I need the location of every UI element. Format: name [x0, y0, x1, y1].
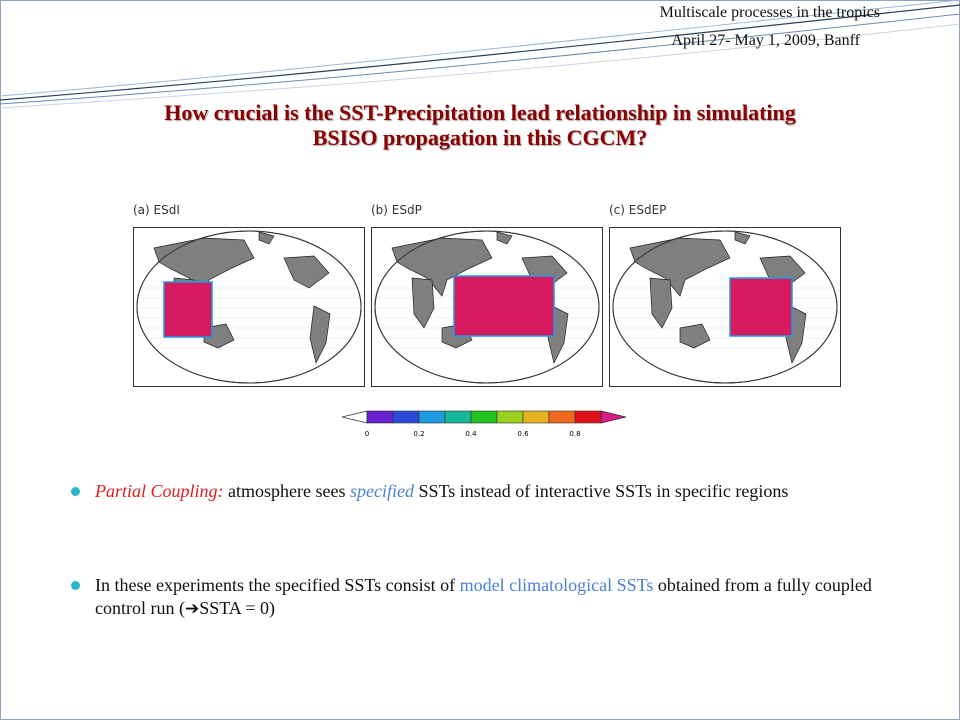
- colorbar-cell: [548, 410, 576, 424]
- world-map-a: [136, 230, 362, 384]
- world-map-b: [374, 230, 600, 384]
- bullet1-text-b: SSTs instead of interactive SSTs in spec…: [413, 481, 789, 501]
- bullet-dot: [71, 581, 80, 590]
- world-map-c: [612, 230, 838, 384]
- colorbar-cell: [574, 410, 602, 424]
- colorbar-tick-3: 0.6: [517, 430, 529, 438]
- colorbar-cell: [418, 410, 446, 424]
- colorbar-tick-2: 0.4: [465, 430, 477, 438]
- right-arrow-icon: ➔: [184, 599, 200, 619]
- colorbar-high-arrow: [600, 410, 627, 424]
- colorbar-tick-1: 0.2: [413, 430, 424, 438]
- bullet-dot: [71, 487, 80, 496]
- map-panel-b: (b) ESdP: [371, 203, 603, 387]
- specified-term: specified: [349, 481, 414, 501]
- bullet-partial-coupling: Partial Coupling: atmosphere sees specif…: [71, 480, 915, 503]
- colorbar-cell: [522, 410, 550, 424]
- conference-date-location: April 27- May 1, 2009, Banff: [671, 32, 860, 49]
- colorbar-cell: [496, 410, 524, 424]
- panel-a-label: (a) ESdI: [133, 203, 180, 217]
- bullet2-text-b: obtained from a fully coupled control ru…: [95, 575, 872, 618]
- bullet2-text-a: In these experiments the specified SSTs …: [95, 575, 460, 595]
- colorbar: 0 0.2 0.4 0.6 0.8: [342, 410, 627, 438]
- header-swoosh-decoration: [0, 0, 960, 109]
- panel-b-label: (b) ESdP: [371, 203, 422, 217]
- model-climatological-ssts-term: model climatological SSTs: [459, 575, 654, 595]
- slide-title: How crucial is the SST-Precipitation lea…: [60, 100, 900, 150]
- colorbar-low-arrow: [342, 410, 368, 424]
- partial-coupling-term: Partial Coupling:: [95, 481, 224, 501]
- bullet2-text-c: SSTA = 0): [199, 598, 275, 618]
- bullet-experiments: In these experiments the specified SSTs …: [71, 574, 915, 621]
- panel-c-map: [609, 227, 841, 387]
- title-line-1: How crucial is the SST-Precipitation lea…: [164, 100, 796, 125]
- title-line-2: BSISO propagation in this CGCM?: [312, 125, 648, 150]
- conference-title: Multiscale processes in the tropics: [659, 4, 880, 21]
- colorbar-tick-0: 0: [365, 430, 369, 438]
- panel-b-map: [371, 227, 603, 387]
- bullet1-text-a: atmosphere sees: [223, 481, 350, 501]
- colorbar-tick-4: 0.8: [569, 430, 580, 438]
- panel-a-map: [133, 227, 365, 387]
- colorbar-cell: [470, 410, 498, 424]
- map-panel-c: (c) ESdEP: [609, 203, 841, 387]
- map-panel-a: (a) ESdI: [133, 203, 365, 387]
- colorbar-cell: [444, 410, 472, 424]
- colorbar-cell: [392, 410, 420, 424]
- colorbar-cell: [366, 410, 394, 424]
- panel-c-label: (c) ESdEP: [609, 203, 667, 217]
